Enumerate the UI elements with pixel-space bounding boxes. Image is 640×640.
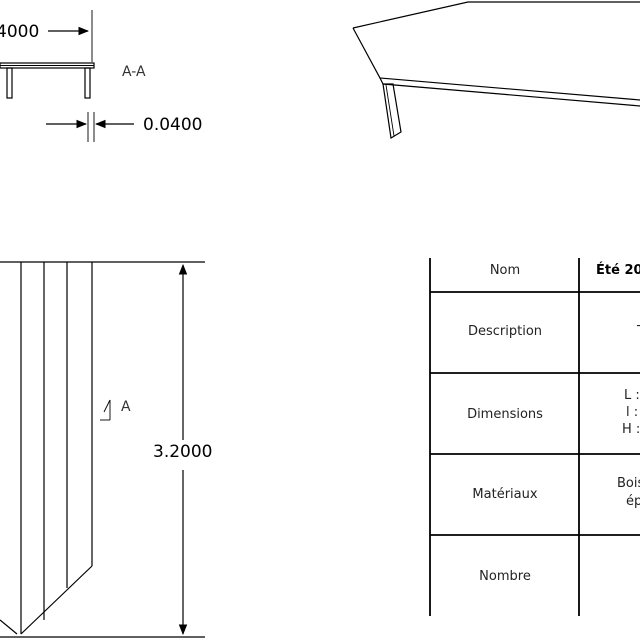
thickness-dimension-text: 0.0400	[143, 115, 202, 135]
panel-bevel-left	[0, 619, 18, 635]
table-leg-right	[84, 67, 91, 99]
isometric-view	[352, 1, 640, 139]
table-leg-front-edge	[385, 84, 395, 137]
section-view-a-a: 4000 A-A 0.0400	[0, 10, 202, 142]
table-value-materiaux-1: Bois	[617, 476, 640, 491]
table-label-dimensions: Dimensions	[467, 407, 543, 422]
width-dimension-text: 4000	[0, 22, 39, 42]
height-dimension-text: 3.2000	[153, 442, 212, 462]
table-value-description: T	[636, 324, 640, 339]
section-label: A-A	[122, 64, 146, 80]
table-leg-left	[6, 67, 13, 99]
table-label-nom: Nom	[490, 263, 520, 278]
table-leg-front	[382, 83, 402, 139]
table-label-description: Description	[468, 324, 542, 339]
tabletop-back-edge	[352, 1, 640, 29]
table-value-materiaux-2: ép	[626, 494, 640, 509]
table-value-nom: Été 20	[596, 262, 640, 278]
section-marker-label: A	[121, 399, 131, 415]
panel-bevel	[20, 565, 93, 635]
table-value-dimension-h: H :	[622, 422, 640, 437]
table-value-dimension-w: l :	[626, 405, 638, 420]
front-view: A 3.2000	[0, 261, 212, 638]
table-label-nombre: Nombre	[479, 569, 531, 584]
tabletop-front-edge	[352, 27, 640, 101]
table-label-materiaux: Matériaux	[472, 487, 537, 502]
table-value-dimension-l: L :	[624, 388, 640, 403]
section-marker-arrow	[103, 399, 111, 413]
info-table: Nom Description Dimensions Matériaux Nom…	[429, 258, 640, 616]
tabletop-thickness-edge	[379, 77, 640, 107]
